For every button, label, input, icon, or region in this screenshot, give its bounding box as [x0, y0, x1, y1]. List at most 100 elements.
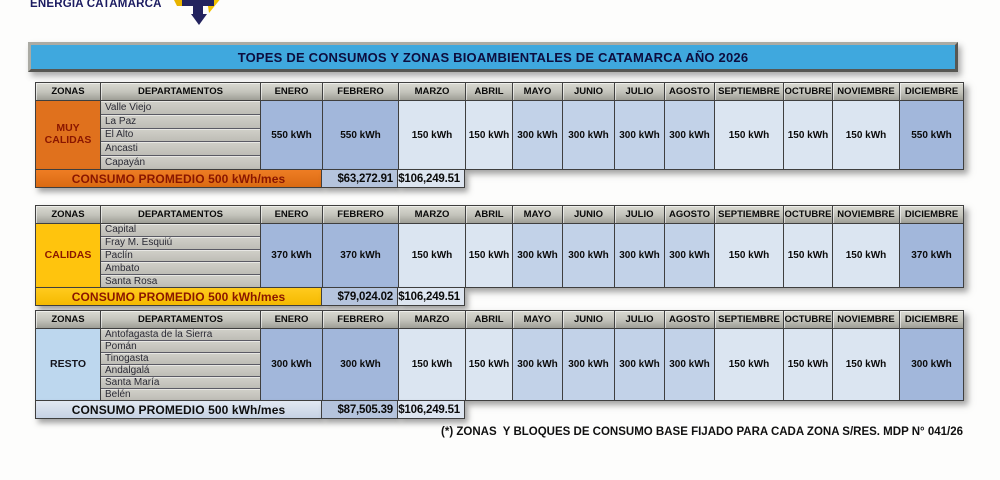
- kwh-cell: 300 kWh: [563, 329, 615, 400]
- column-header-month: OCTUBRE: [784, 206, 833, 224]
- column-header-month: MAYO: [513, 83, 563, 101]
- column-header-month: JULIO: [615, 206, 665, 224]
- department-item: Andalgalá: [101, 365, 260, 377]
- kwh-cell: 150 kWh: [466, 224, 513, 287]
- consumo-promedio-label: CONSUMO PROMEDIO 500 kWh/mes: [35, 170, 322, 188]
- column-header-month: ENERO: [261, 83, 323, 101]
- column-header-month: MARZO: [399, 311, 466, 329]
- zone-table-calidas: ZONAS DEPARTAMENTOS ENERO FEBRERO MARZO …: [35, 205, 964, 306]
- department-item: Santa María: [101, 377, 260, 389]
- promedio-marzo-value: $106,249.51: [398, 401, 465, 419]
- departments-list: Capital Fray M. Esquiú Paclín Ambato San…: [101, 224, 261, 287]
- column-header-month: NOVIEMBRE: [833, 206, 900, 224]
- column-header-month: SEPTIEMBRE: [715, 83, 784, 101]
- promedio-marzo-value: $106,249.51: [398, 288, 465, 306]
- kwh-cell: 300 kWh: [261, 329, 323, 400]
- table-body: CALIDAS Capital Fray M. Esquiú Paclín Am…: [36, 224, 963, 287]
- kwh-cell: 370 kWh: [900, 224, 963, 287]
- column-header-month: AGOSTO: [665, 206, 715, 224]
- column-header-month: SEPTIEMBRE: [715, 311, 784, 329]
- zone-label: MUY CALIDAS: [36, 101, 101, 169]
- page-title: TOPES DE CONSUMOS Y ZONAS BIOAMBIENTALES…: [237, 49, 749, 65]
- column-header-month: ENERO: [261, 206, 323, 224]
- department-item: Tinogasta: [101, 353, 260, 365]
- department-item: Valle Viejo: [101, 101, 260, 115]
- column-header-month: NOVIEMBRE: [833, 83, 900, 101]
- kwh-cell: 300 kWh: [615, 329, 665, 400]
- column-header-month: DICIEMBRE: [900, 83, 963, 101]
- kwh-cell: 300 kWh: [513, 224, 563, 287]
- kwh-cell: 150 kWh: [784, 101, 833, 169]
- departments-list: Valle Viejo La Paz El Alto Ancasti Capay…: [101, 101, 261, 169]
- table-main: ZONAS DEPARTAMENTOS ENERO FEBRERO MARZO …: [35, 82, 964, 170]
- department-item: Ambato: [101, 262, 260, 276]
- column-header-month: AGOSTO: [665, 311, 715, 329]
- kwh-cell: 150 kWh: [833, 101, 900, 169]
- column-header-departamentos: DEPARTAMENTOS: [101, 206, 261, 224]
- kwh-cell: 150 kWh: [466, 329, 513, 400]
- column-header-departamentos: DEPARTAMENTOS: [101, 311, 261, 329]
- column-header-month: JULIO: [615, 311, 665, 329]
- kwh-cell: 550 kWh: [900, 101, 963, 169]
- department-item: Paclín: [101, 249, 260, 263]
- kwh-cell: 150 kWh: [715, 329, 784, 400]
- kwh-cell: 150 kWh: [833, 224, 900, 287]
- kwh-cell: 150 kWh: [715, 224, 784, 287]
- kwh-cell: 300 kWh: [513, 101, 563, 169]
- title-banner: TOPES DE CONSUMOS Y ZONAS BIOAMBIENTALES…: [28, 42, 958, 72]
- column-header-month: MARZO: [399, 206, 466, 224]
- table-body: RESTO Antofagasta de la Sierra Pomán Tin…: [36, 329, 963, 400]
- column-header-month: ENERO: [261, 311, 323, 329]
- kwh-cell: 300 kWh: [615, 101, 665, 169]
- department-item: Antofagasta de la Sierra: [101, 329, 260, 341]
- column-header-month: OCTUBRE: [784, 83, 833, 101]
- promedio-febrero-value: $63,272.91: [322, 170, 398, 188]
- energia-catamarca-logo-icon: [173, 0, 220, 25]
- kwh-cell: 300 kWh: [665, 329, 715, 400]
- consumo-promedio-row: CONSUMO PROMEDIO 500 kWh/mes $87,505.39 …: [35, 401, 964, 419]
- zone-table-resto: ZONAS DEPARTAMENTOS ENERO FEBRERO MARZO …: [35, 310, 964, 419]
- column-header-departamentos: DEPARTAMENTOS: [101, 83, 261, 101]
- zone-label: RESTO: [36, 329, 101, 400]
- department-item: La Paz: [101, 114, 260, 129]
- footnote: (*) ZONAS Y BLOQUES DE CONSUMO BASE FIJA…: [441, 426, 963, 438]
- kwh-cell: 300 kWh: [665, 224, 715, 287]
- promedio-marzo-value: $106,249.51: [398, 170, 465, 188]
- column-header-month: ABRIL: [466, 311, 513, 329]
- kwh-cell: 300 kWh: [665, 101, 715, 169]
- column-header-zonas: ZONAS: [36, 83, 101, 101]
- column-header-month: JUNIO: [563, 206, 615, 224]
- column-header-month: MARZO: [399, 83, 466, 101]
- column-header-month: ABRIL: [466, 206, 513, 224]
- promedio-febrero-value: $79,024.02: [322, 288, 398, 306]
- kwh-cell: 150 kWh: [466, 101, 513, 169]
- consumo-promedio-label: CONSUMO PROMEDIO 500 kWh/mes: [35, 288, 322, 306]
- kwh-cell: 300 kWh: [615, 224, 665, 287]
- kwh-cell: 150 kWh: [784, 224, 833, 287]
- column-header-month: DICIEMBRE: [900, 311, 963, 329]
- promedio-febrero-value: $87,505.39: [322, 401, 398, 419]
- department-item: Belén: [101, 389, 260, 400]
- kwh-cell: 300 kWh: [900, 329, 963, 400]
- table-header-row: ZONAS DEPARTAMENTOS ENERO FEBRERO MARZO …: [36, 206, 963, 224]
- department-item: Pomán: [101, 341, 260, 353]
- column-header-month: ABRIL: [466, 83, 513, 101]
- column-header-month: DICIEMBRE: [900, 206, 963, 224]
- department-item: Ancasti: [101, 142, 260, 157]
- logo-text: ENERGÍA CATAMARCA: [30, 0, 162, 10]
- kwh-cell: 150 kWh: [399, 329, 466, 400]
- consumo-promedio-label: CONSUMO PROMEDIO 500 kWh/mes: [35, 401, 322, 419]
- kwh-cell: 550 kWh: [261, 101, 323, 169]
- column-header-month: NOVIEMBRE: [833, 311, 900, 329]
- table-header-row: ZONAS DEPARTAMENTOS ENERO FEBRERO MARZO …: [36, 311, 963, 329]
- zone-table-muy-calidas: ZONAS DEPARTAMENTOS ENERO FEBRERO MARZO …: [35, 82, 964, 188]
- column-header-month: JULIO: [615, 83, 665, 101]
- department-item: Santa Rosa: [101, 275, 260, 287]
- kwh-cell: 300 kWh: [563, 224, 615, 287]
- department-item: Fray M. Esquiú: [101, 236, 260, 250]
- column-header-month: SEPTIEMBRE: [715, 206, 784, 224]
- consumo-promedio-row: CONSUMO PROMEDIO 500 kWh/mes $63,272.91 …: [35, 170, 964, 188]
- table-main: ZONAS DEPARTAMENTOS ENERO FEBRERO MARZO …: [35, 310, 964, 401]
- kwh-cell: 150 kWh: [833, 329, 900, 400]
- column-header-month: OCTUBRE: [784, 311, 833, 329]
